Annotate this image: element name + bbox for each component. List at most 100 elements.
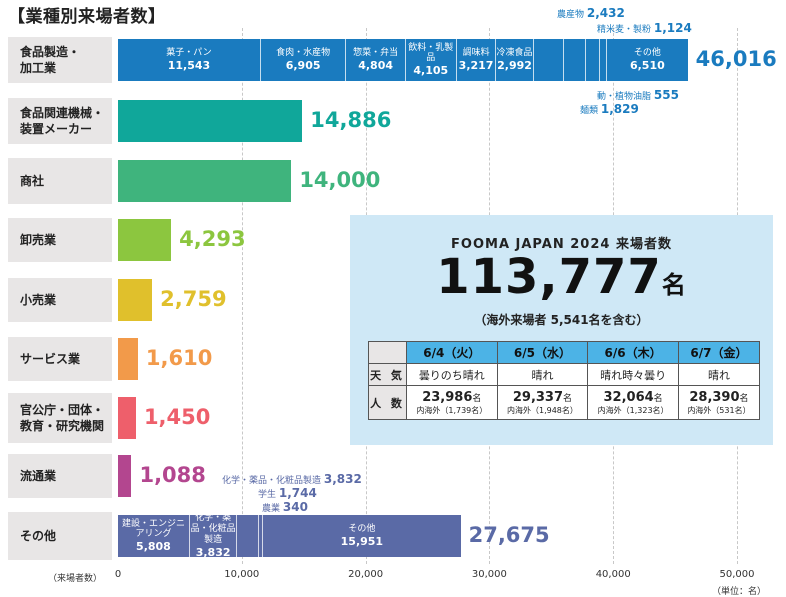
- segment-name: 農業: [262, 504, 283, 514]
- bar: [118, 219, 172, 261]
- segment-value: 11,543: [167, 58, 211, 72]
- visitors-unit: 名: [653, 393, 663, 404]
- visitors-row: 人 数 23,986名 内海外（1,739名） 29,337名 内海外（1,948名…: [368, 385, 761, 420]
- bar-segment: [237, 515, 259, 557]
- bar-total-label: 46,016: [695, 47, 777, 71]
- visitors-unit: 名: [563, 393, 573, 404]
- category-label: 官公庁・団体・ 教育・研究機関: [8, 393, 112, 443]
- segment-value: 6,510: [629, 58, 665, 72]
- daily-attendance-table: 6/4（火） 6/5（水） 6/6（木） 6/7（金） 天 気 曇りのち晴れ 晴…: [368, 341, 761, 420]
- segment-callout: 麺類 1,829: [580, 103, 639, 116]
- segment-name: 動・植物油脂: [597, 92, 654, 102]
- segment-value: 3,832: [195, 545, 231, 559]
- bar-segment: [600, 39, 608, 81]
- x-tick-label: 0: [114, 569, 122, 580]
- bar-segment: 調味料 3,217: [457, 39, 497, 81]
- table-header-day: 6/7（金）: [677, 341, 761, 364]
- weather-cell: 晴れ: [677, 363, 761, 386]
- weather-cell: 晴れ: [496, 363, 589, 386]
- segment-value: 15,951: [340, 534, 384, 548]
- weather-cell: 曇りのち晴れ: [406, 363, 498, 386]
- table-header-day: 6/6（木）: [587, 341, 679, 364]
- bar-segment: [259, 515, 264, 557]
- bar: [118, 100, 303, 142]
- bar-segment: 菓子・パン 11,543: [118, 39, 261, 81]
- bar-total-label: 1,088: [139, 463, 206, 487]
- unit-label: （単位：名）: [712, 587, 767, 597]
- category-label: 流通業: [8, 454, 112, 498]
- table-header-day: 6/4（火）: [406, 341, 498, 364]
- visitors-cell: 23,986名 内海外（1,739名）: [406, 385, 498, 420]
- bar-total-label: 14,886: [310, 108, 392, 132]
- visitors-number: 32,064: [603, 389, 654, 405]
- overseas-count: 内海外（1,323名）: [597, 405, 669, 415]
- bar-total-label: 4,293: [179, 227, 246, 251]
- total-visitors-number: 113,777: [436, 249, 662, 305]
- bar: [118, 455, 132, 497]
- weather-row-label: 天 気: [368, 363, 407, 386]
- segment-name: 冷凍食品: [496, 48, 533, 58]
- category-label: 小売業: [8, 278, 112, 322]
- segment-value: 4,804: [358, 58, 393, 72]
- segment-callout: 化学・薬品・化粧品製造 3,832: [222, 473, 362, 486]
- overseas-count: 内海外（1,948名）: [507, 405, 578, 415]
- weather-cell: 晴れ時々曇り: [587, 363, 679, 386]
- day-dow: （金）: [711, 346, 748, 360]
- visitors-cell: 32,064名 内海外（1,323名）: [587, 385, 679, 420]
- bar-segment: 食肉・水産物 6,905: [261, 39, 347, 81]
- segment-value: 2,432: [586, 6, 625, 20]
- x-tick-label: 50,000: [719, 569, 755, 580]
- bar-segment: 建設・エンジニアリング 5,808: [118, 515, 190, 557]
- segment-value: 340: [282, 500, 308, 514]
- table-header-day: 6/5（水）: [496, 341, 589, 364]
- visitors-number: 28,390: [689, 389, 740, 405]
- segment-value: 3,832: [323, 472, 362, 486]
- segment-value: 1,829: [600, 102, 639, 116]
- bar-segment: 飲料・乳製品 4,105: [406, 39, 457, 81]
- bar-segment: [534, 39, 564, 81]
- category-label: 商社: [8, 158, 112, 204]
- bar: [118, 397, 136, 439]
- bar-segment: 冷凍食品 2,992: [497, 39, 534, 81]
- table-corner-cell: [368, 341, 407, 364]
- day-date: 6/5: [513, 346, 535, 360]
- x-tick-label: 10,000: [224, 569, 260, 580]
- bar-total-label: 27,675: [468, 523, 550, 547]
- category-label: その他: [8, 512, 112, 560]
- segment-name: 菓子・パン: [166, 48, 212, 58]
- segment-name: 建設・エンジニアリング: [121, 518, 185, 540]
- visitors-unit: 名: [739, 393, 749, 404]
- day-dow: （火）: [444, 346, 481, 360]
- day-dow: （木）: [625, 346, 662, 360]
- bar-total-label: 2,759: [160, 287, 227, 311]
- day-date: 6/6: [604, 346, 626, 360]
- segment-name: 飲料・乳製品: [408, 42, 454, 64]
- bar-total-label: 14,000: [299, 168, 381, 192]
- segment-callout: 農産物 2,432: [557, 7, 625, 20]
- segment-value: 1,124: [653, 21, 692, 35]
- x-axis-label: （来場者数）: [48, 574, 103, 584]
- segment-name: その他: [348, 524, 376, 534]
- visitors-cell: 29,337名 内海外（1,948名）: [496, 385, 589, 420]
- summary-heading: FOOMA JAPAN 2024 来場者数: [451, 237, 672, 252]
- bar: 建設・エンジニアリング 5,808 化学・薬品・化粧品製造 3,832 その他 15,95…: [118, 513, 461, 559]
- overseas-count: 内海外（1,739名）: [416, 405, 488, 415]
- bar-segment: その他 15,951: [263, 515, 460, 557]
- segment-name: 食肉・水産物: [276, 48, 331, 58]
- page-title: 【業種別来場者数】: [8, 7, 166, 27]
- bar-segment: [564, 39, 587, 81]
- bar: [118, 338, 138, 380]
- segment-value: 555: [653, 88, 679, 102]
- bar-segment: 化学・薬品・化粧品製造 3,832: [190, 513, 238, 559]
- overseas-visitors-note: （海外来場者 5,541名を含む）: [474, 313, 649, 327]
- overseas-count: 内海外（531名）: [687, 405, 751, 415]
- segment-name: 調味料: [462, 48, 490, 58]
- visitors-cell: 28,390名 内海外（531名）: [677, 385, 761, 420]
- segment-name: 農産物: [557, 10, 587, 20]
- segment-name: 化学・薬品・化粧品製造: [222, 476, 324, 486]
- category-label: 食品関連機械・ 装置メーカー: [8, 98, 112, 144]
- bar-segment: [586, 39, 601, 81]
- segment-name: 化学・薬品・化粧品製造: [190, 513, 236, 545]
- segment-value: 5,808: [136, 540, 171, 554]
